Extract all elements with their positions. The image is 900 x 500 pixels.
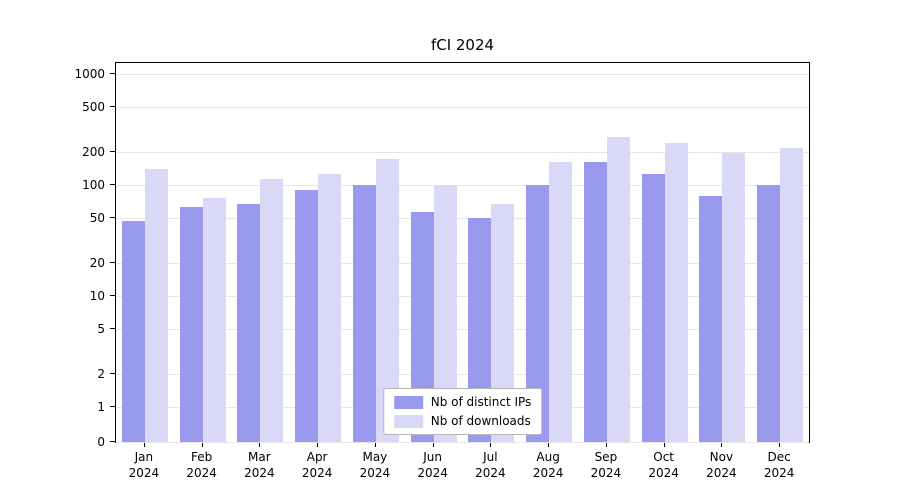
- bar-downloads: [606, 137, 630, 442]
- legend-swatch-distinct-ips: [393, 395, 423, 409]
- plot-area: Nb of distinct IPs Nb of downloads: [115, 62, 810, 443]
- x-tick-mark: [374, 443, 376, 447]
- y-tick-label: 5: [97, 322, 105, 337]
- x-tick-mark: [779, 443, 781, 447]
- gridline: [116, 442, 809, 443]
- bar-distinct-ips: [699, 195, 723, 442]
- bar-downloads: [780, 148, 804, 442]
- bar-downloads: [318, 174, 342, 442]
- bar-downloads: [433, 185, 457, 442]
- x-tick-label: Jan 2024: [128, 450, 160, 480]
- y-tick-mark: [110, 73, 115, 74]
- y-tick-mark: [110, 441, 115, 442]
- bar-downloads: [491, 204, 515, 442]
- bar-downloads: [549, 162, 573, 442]
- y-tick-label: 200: [82, 144, 105, 159]
- gridline: [116, 151, 809, 153]
- y-tick-mark: [110, 217, 115, 219]
- legend: Nb of distinct IPs Nb of downloads: [382, 388, 543, 435]
- x-tick-mark: [721, 443, 723, 447]
- bar-downloads: [664, 142, 688, 442]
- legend-item-downloads: Nb of downloads: [393, 414, 532, 428]
- bar-distinct-ips: [468, 218, 492, 442]
- bar-distinct-ips: [410, 212, 434, 442]
- x-tick-mark: [490, 443, 492, 447]
- legend-swatch-downloads: [393, 414, 423, 428]
- bar-distinct-ips: [757, 185, 781, 442]
- gridline: [116, 329, 809, 331]
- x-tick-mark: [259, 443, 261, 447]
- x-tick-label: Jun 2024: [417, 450, 448, 480]
- gridline: [116, 296, 809, 297]
- x-tick-label: Sep 2024: [590, 450, 622, 480]
- x-tick-mark: [317, 443, 319, 447]
- legend-label-downloads: Nb of downloads: [430, 414, 531, 428]
- y-tick-mark: [110, 295, 115, 296]
- y-tick-mark: [110, 372, 115, 374]
- y-tick-mark: [110, 150, 115, 152]
- bar-distinct-ips: [179, 206, 203, 442]
- bar-distinct-ips: [295, 190, 319, 442]
- bar-downloads: [722, 152, 746, 442]
- bar-distinct-ips: [583, 162, 607, 442]
- y-tick-label: 1000: [74, 67, 105, 81]
- y-tick-label: 20: [89, 255, 105, 270]
- x-tick-label: Feb 2024: [186, 450, 217, 480]
- y-tick-mark: [110, 106, 115, 108]
- gridline: [116, 218, 809, 220]
- x-tick-mark: [201, 443, 203, 447]
- x-tick-mark: [432, 443, 434, 447]
- y-tick-label: 1: [97, 400, 105, 414]
- x-tick-label: Mar 2024: [244, 450, 275, 480]
- x-tick-label: Oct 2024: [648, 450, 679, 480]
- y-tick-mark: [110, 261, 115, 263]
- bar-distinct-ips: [237, 203, 261, 442]
- x-tick-label: May 2024: [359, 450, 391, 480]
- legend-item-distinct-ips: Nb of distinct IPs: [393, 395, 532, 409]
- gridline: [116, 373, 809, 375]
- bar-distinct-ips: [526, 185, 550, 442]
- x-tick-mark: [663, 443, 665, 447]
- gridline: [116, 107, 809, 109]
- y-tick-label: 0: [97, 435, 105, 449]
- x-tick-label: Dec 2024: [763, 450, 795, 480]
- legend-label-distinct-ips: Nb of distinct IPs: [430, 395, 532, 409]
- x-tick-mark: [548, 443, 550, 447]
- gridline: [116, 74, 809, 75]
- y-tick-label: 50: [89, 211, 105, 226]
- y-tick-mark: [110, 328, 115, 330]
- bar-downloads: [375, 159, 399, 442]
- y-tick-mark: [110, 184, 115, 185]
- y-tick-label: 500: [82, 100, 105, 115]
- y-tick-mark: [110, 406, 115, 407]
- gridline: [116, 185, 809, 186]
- bar-distinct-ips: [121, 221, 145, 442]
- x-tick-label: Apr 2024: [301, 450, 333, 480]
- bar-downloads: [260, 179, 284, 442]
- y-tick-label: 10: [89, 289, 105, 303]
- bar-downloads: [202, 198, 226, 442]
- bar-downloads: [144, 168, 168, 442]
- bar-distinct-ips: [641, 174, 665, 442]
- chart-title: fCI 2024: [430, 36, 495, 54]
- x-tick-mark: [605, 443, 607, 447]
- bar-distinct-ips: [352, 185, 376, 442]
- x-tick-mark: [143, 443, 145, 447]
- gridline: [116, 262, 809, 264]
- x-tick-label: Nov 2024: [706, 450, 737, 480]
- y-tick-label: 100: [82, 178, 105, 192]
- x-tick-label: Jul 2024: [475, 450, 506, 480]
- y-tick-label: 2: [97, 366, 105, 381]
- x-tick-label: Aug 2024: [532, 450, 564, 480]
